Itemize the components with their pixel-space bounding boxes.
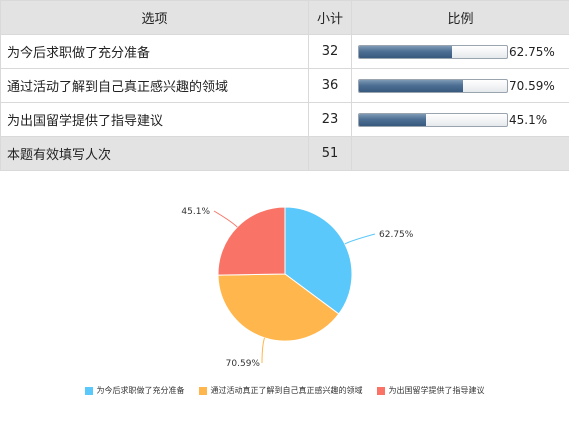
percent-bar-fill [359,113,426,126]
label-leader-line [261,337,265,364]
legend-swatch [376,386,385,395]
percent-text: 70.59% [509,78,555,93]
summary-row: 本题有效填写人次 51 [0,136,569,171]
option-count: 23 [308,102,352,137]
table-row: 通过活动了解到自己真正感兴趣的领域 36 70.59% [0,68,569,103]
label-leader-line [344,233,376,245]
chart-legend: 为今后求职做了充分准备 通过活动真正了解到自己真正感兴趣的领域 为出国留学提供了… [0,385,569,396]
percent-bar [358,44,508,59]
legend-item[interactable]: 为出国留学提供了指导建议 [376,385,485,396]
legend-label: 为今后求职做了充分准备 [96,386,185,395]
pie-slices [217,206,353,342]
option-label: 为今后求职做了充分准备 [0,34,309,69]
header-count: 小计 [308,0,352,35]
table-row: 为出国留学提供了指导建议 23 45.1% [0,102,569,137]
pie-data-label: 70.59% [226,359,261,369]
summary-label: 本题有效填写人次 [0,136,309,171]
option-label: 通过活动了解到自己真正感兴趣的领域 [0,68,309,103]
legend-swatch [84,386,93,395]
table-row: 为今后求职做了充分准备 32 62.75% [0,34,569,69]
label-leader-line [213,210,238,228]
table-header-row: 选项 小计 比例 [0,0,569,35]
pie-data-label: 45.1% [181,207,210,217]
header-option: 选项 [0,0,309,35]
pie-labels: 62.75% 70.59% 45.1% [181,207,413,369]
summary-count: 51 [308,136,352,171]
legend-label: 为出国留学提供了指导建议 [388,386,485,395]
percent-bar-fill [359,79,464,92]
legend-item[interactable]: 通过活动真正了解到自己真正感兴趣的领域 [198,385,363,396]
option-count: 36 [308,68,352,103]
pie-slice[interactable] [284,206,353,315]
pie-data-label: 62.75% [379,230,414,240]
pie-chart: 62.75% 70.59% 45.1% [181,206,414,369]
pie-slice[interactable] [217,206,286,276]
survey-results-table: 选项 小计 比例 为今后求职做了充分准备 32 62.75% 通过活动了解到自己… [0,0,569,171]
legend-item[interactable]: 为今后求职做了充分准备 [84,385,185,396]
percent-bar [358,78,508,93]
percent-bar [358,112,508,127]
option-label: 为出国留学提供了指导建议 [0,102,309,137]
option-count: 32 [308,34,352,69]
percent-text: 45.1% [509,112,548,127]
legend-swatch [198,386,207,395]
pie-slice[interactable] [217,273,340,342]
percent-bar-fill [359,45,452,58]
legend-label: 通过活动真正了解到自己真正感兴趣的领域 [210,386,363,395]
percent-text: 62.75% [509,44,555,59]
header-ratio: 比例 [351,0,569,35]
